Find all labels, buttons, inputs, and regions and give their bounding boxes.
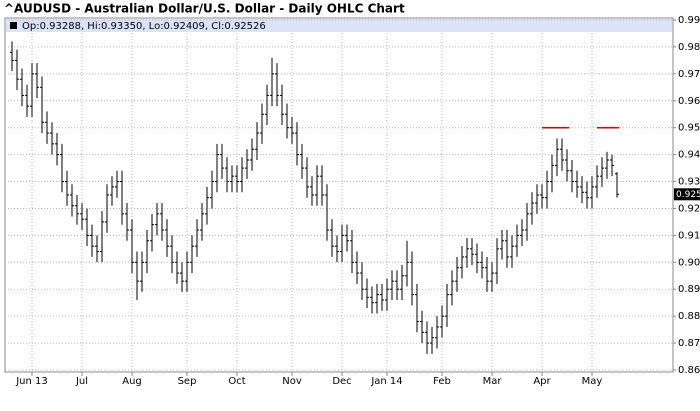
x-tick-label: Aug [122, 376, 142, 387]
legend-text: Op:0.93288, Hi:0.93350, Lo:0.92409, Cl:0… [22, 21, 266, 32]
x-tick-label: Nov [282, 376, 302, 387]
last-price-label: 0.92526 [676, 190, 700, 200]
x-tick-label: May [582, 376, 603, 387]
y-tick-label: 0.94000 [678, 150, 700, 161]
y-tick-label: 0.89000 [678, 284, 700, 295]
x-tick-label: Mar [483, 376, 503, 387]
x-tick-label: Apr [533, 376, 551, 387]
x-tick-label: Feb [433, 376, 451, 387]
x-tick-label: Jul [75, 376, 88, 387]
y-tick-label: 0.95000 [678, 123, 700, 134]
x-tick-label: Jan 14 [370, 376, 402, 387]
plot-frame [4, 17, 674, 373]
y-tick-label: 0.92000 [678, 203, 700, 214]
x-tick-label: Dec [332, 376, 351, 387]
chart-title: ^AUDUSD - Australian Dollar/U.S. Dollar … [4, 2, 405, 16]
x-tick-label: Sep [178, 376, 197, 387]
legend-band [6, 19, 672, 32]
y-tick-label: 0.98000 [678, 42, 700, 53]
last-price-box [674, 188, 700, 201]
y-tick-label: 0.91000 [678, 230, 700, 241]
y-tick-label: 0.90000 [678, 257, 700, 268]
x-tick-label: Oct [228, 376, 245, 387]
y-tick-label: 0.99000 [678, 15, 700, 26]
y-tick-label: 0.97000 [678, 69, 700, 80]
y-tick-label: 0.88000 [678, 311, 700, 322]
x-tick-label: Jun 13 [15, 376, 48, 387]
y-tick-label: 0.93000 [678, 177, 700, 188]
y-tick-label: 0.87000 [678, 338, 700, 349]
legend-swatch [10, 22, 17, 29]
y-tick-label: 0.86000 [678, 365, 700, 376]
y-tick-label: 0.96000 [678, 96, 700, 107]
